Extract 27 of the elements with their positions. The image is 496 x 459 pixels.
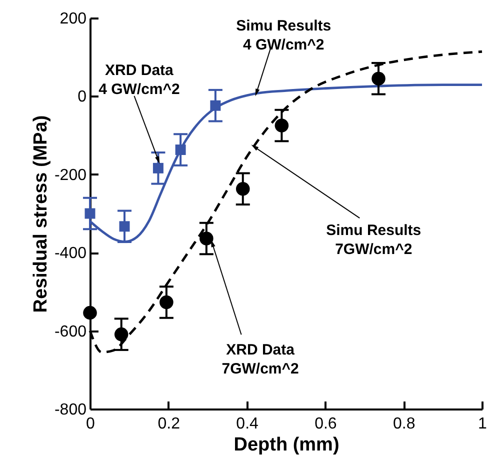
y-tick-label: 0 <box>78 88 87 106</box>
point <box>236 182 250 196</box>
point <box>114 327 128 342</box>
annotation: Simu Results 7GW/cm^2 <box>326 222 422 258</box>
annotation: Simu Results 4 GW/cm^2 <box>236 17 332 54</box>
point <box>160 295 174 310</box>
annotation: XRD Data 7GW/cm^2 <box>222 342 299 378</box>
y-tick-label: -800 <box>54 402 87 418</box>
y-tick-label: -400 <box>54 245 87 262</box>
x-tick-label: 0.8 <box>392 416 416 432</box>
y-axis-title: Residual stress (MPa) <box>30 115 52 313</box>
x-tick-label: 0.2 <box>158 416 180 432</box>
point <box>152 162 164 174</box>
x-tick-label: 1 <box>478 416 488 432</box>
point <box>84 208 96 219</box>
point <box>119 221 130 232</box>
annotation: XRD Data 4 GW/cm^2 <box>98 62 180 98</box>
y-tick-label: -200 <box>54 166 87 184</box>
x-tick-label: 0.6 <box>314 416 337 432</box>
point <box>372 72 386 86</box>
x-tick-label: 0.4 <box>236 416 259 432</box>
x-axis-title: Depth (mm) <box>234 434 340 456</box>
y-tick-label: 200 <box>60 10 87 28</box>
point <box>274 118 289 132</box>
point <box>83 306 97 320</box>
y-tick-label: -600 <box>54 323 87 340</box>
point <box>200 232 214 246</box>
